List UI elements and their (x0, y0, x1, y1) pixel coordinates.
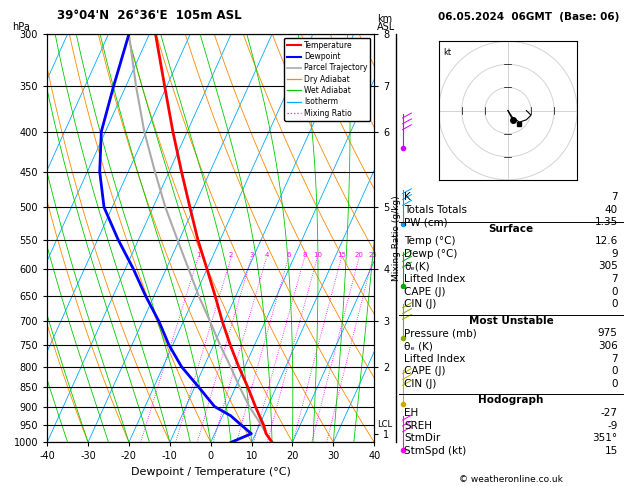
Text: © weatheronline.co.uk: © weatheronline.co.uk (459, 474, 563, 484)
Y-axis label: Mixing Ratio (g/kg): Mixing Ratio (g/kg) (392, 195, 401, 281)
Text: K: K (404, 192, 411, 202)
Text: 3: 3 (249, 252, 253, 258)
Text: 0: 0 (611, 366, 618, 376)
X-axis label: Dewpoint / Temperature (°C): Dewpoint / Temperature (°C) (131, 467, 291, 477)
Text: Pressure (mb): Pressure (mb) (404, 329, 477, 338)
Legend: Temperature, Dewpoint, Parcel Trajectory, Dry Adiabat, Wet Adiabat, Isotherm, Mi: Temperature, Dewpoint, Parcel Trajectory… (284, 38, 370, 121)
Text: 351°: 351° (593, 434, 618, 443)
Text: Hodograph: Hodograph (479, 396, 543, 405)
Text: 2: 2 (229, 252, 233, 258)
Text: 10: 10 (313, 252, 322, 258)
Text: Dewp (°C): Dewp (°C) (404, 249, 458, 259)
Text: 15: 15 (604, 446, 618, 456)
Text: EH: EH (404, 408, 419, 418)
Text: 306: 306 (598, 341, 618, 351)
Text: Lifted Index: Lifted Index (404, 354, 466, 364)
Text: 975: 975 (598, 329, 618, 338)
Text: 8: 8 (303, 252, 307, 258)
Text: 15: 15 (337, 252, 346, 258)
Text: CIN (J): CIN (J) (404, 379, 437, 389)
Text: hPa: hPa (13, 21, 30, 32)
Text: kt: kt (443, 48, 452, 57)
Text: ASL: ASL (377, 21, 396, 32)
Text: 7: 7 (611, 354, 618, 364)
Text: StmDir: StmDir (404, 434, 441, 443)
Text: 4: 4 (264, 252, 269, 258)
Text: 1.35: 1.35 (594, 217, 618, 227)
Text: -9: -9 (608, 421, 618, 431)
Text: LCL: LCL (377, 420, 392, 429)
Text: PW (cm): PW (cm) (404, 217, 448, 227)
Text: 1: 1 (196, 252, 201, 258)
Text: 9: 9 (611, 249, 618, 259)
Text: -27: -27 (601, 408, 618, 418)
Text: θₑ (K): θₑ (K) (404, 341, 433, 351)
Text: CAPE (J): CAPE (J) (404, 366, 446, 376)
Text: StmSpd (kt): StmSpd (kt) (404, 446, 467, 456)
Text: Surface: Surface (489, 224, 533, 234)
Text: 0: 0 (611, 287, 618, 297)
Text: km: km (377, 14, 392, 24)
Text: Temp (°C): Temp (°C) (404, 236, 456, 246)
Text: 39°04'N  26°36'E  105m ASL: 39°04'N 26°36'E 105m ASL (57, 9, 242, 22)
Text: Most Unstable: Most Unstable (469, 316, 554, 326)
Text: 20: 20 (355, 252, 364, 258)
Text: 6: 6 (286, 252, 291, 258)
Text: 7: 7 (611, 274, 618, 284)
Text: CAPE (J): CAPE (J) (404, 287, 446, 297)
Text: CIN (J): CIN (J) (404, 299, 437, 310)
Text: 25: 25 (369, 252, 377, 258)
Text: 12.6: 12.6 (594, 236, 618, 246)
Text: Totals Totals: Totals Totals (404, 205, 467, 215)
Text: 06.05.2024  06GMT  (Base: 06): 06.05.2024 06GMT (Base: 06) (438, 12, 620, 22)
Text: 0: 0 (611, 299, 618, 310)
Text: SREH: SREH (404, 421, 433, 431)
Text: 0: 0 (611, 379, 618, 389)
Text: Lifted Index: Lifted Index (404, 274, 466, 284)
Text: 305: 305 (598, 261, 618, 272)
Text: 7: 7 (611, 192, 618, 202)
Text: θₑ(K): θₑ(K) (404, 261, 430, 272)
Text: 40: 40 (604, 205, 618, 215)
